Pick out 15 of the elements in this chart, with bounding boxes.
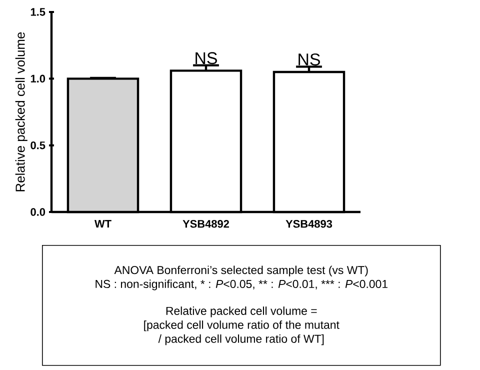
- annotation: NS: [196, 52, 217, 64]
- text: ANOVA Bonferroni’s selected sample test (vs WT): [114, 266, 368, 276]
- annotation: NS: [298, 53, 320, 66]
- y-tick-label: 1.0: [30, 74, 46, 83]
- text: NS : non-significant, * : P<0.05, ** : P<0.01, *** : P<0.001: [96, 280, 388, 290]
- y-tick-label: 0.5: [30, 141, 46, 150]
- text: [packed cell volume ratio of the mutant: [144, 320, 340, 332]
- x-tick-label: YSB4892: [182, 220, 230, 228]
- y-tick-label: 0.0: [30, 208, 46, 216]
- x-tick-label: YSB4893: [286, 220, 332, 228]
- text: Relative packed cell volume =: [166, 306, 317, 318]
- text: / packed cell volume ratio of WT]: [158, 334, 324, 346]
- y-axis-title: Relative packed cell volume: [15, 32, 28, 192]
- y-tick-label: 1.5: [30, 8, 46, 16]
- x-tick-label: WT: [94, 220, 112, 228]
